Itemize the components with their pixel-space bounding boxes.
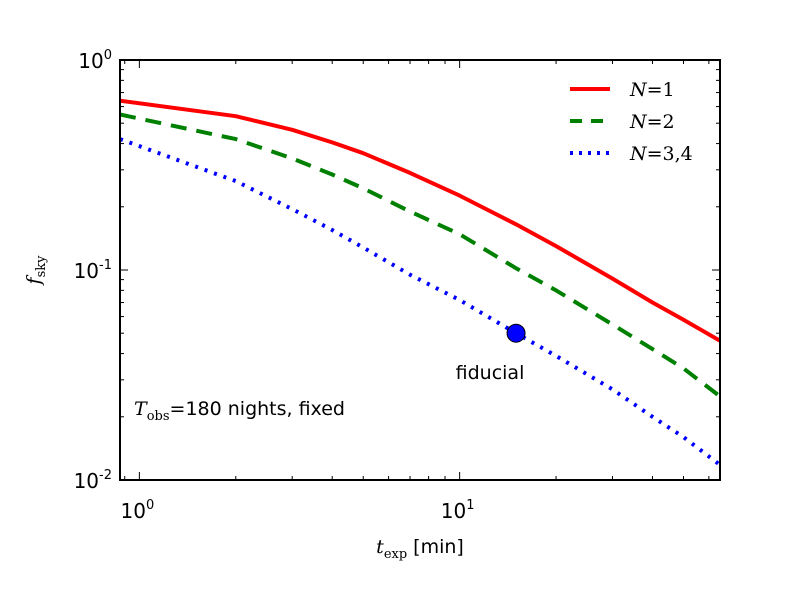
- plot-area: [120, 60, 720, 480]
- legend-label-n34: N=3,4: [629, 143, 693, 165]
- y-tick-labels: 100 10-1 10-2: [74, 48, 112, 493]
- observation-annotation: Tobs=180 nights, fixed: [134, 398, 345, 424]
- series-lines: [120, 98, 720, 467]
- legend-label-n1: N=1: [629, 79, 675, 101]
- x-tick-labels: 100 101: [121, 498, 475, 523]
- fiducial-label: fiducial: [456, 362, 525, 384]
- x-tick-label: 101: [441, 498, 475, 523]
- legend-label-n2: N=2: [629, 111, 675, 133]
- y-tick-label: 10-2: [74, 468, 112, 493]
- x-axis-label: texp [min]: [376, 536, 464, 562]
- y-tick-label: 100: [78, 48, 112, 73]
- x-tick-label: 100: [121, 498, 155, 523]
- y-axis-label: fsky: [23, 255, 49, 287]
- series-line-n-1: [120, 98, 720, 343]
- y-tick-label: 10-1: [74, 258, 112, 283]
- series-line-n-3-4: [120, 137, 720, 467]
- legend: N=1 N=2 N=3,4: [570, 79, 693, 165]
- series-line-n-2: [120, 112, 720, 398]
- plot-frame: [119, 59, 721, 481]
- fiducial-marker: [506, 323, 526, 343]
